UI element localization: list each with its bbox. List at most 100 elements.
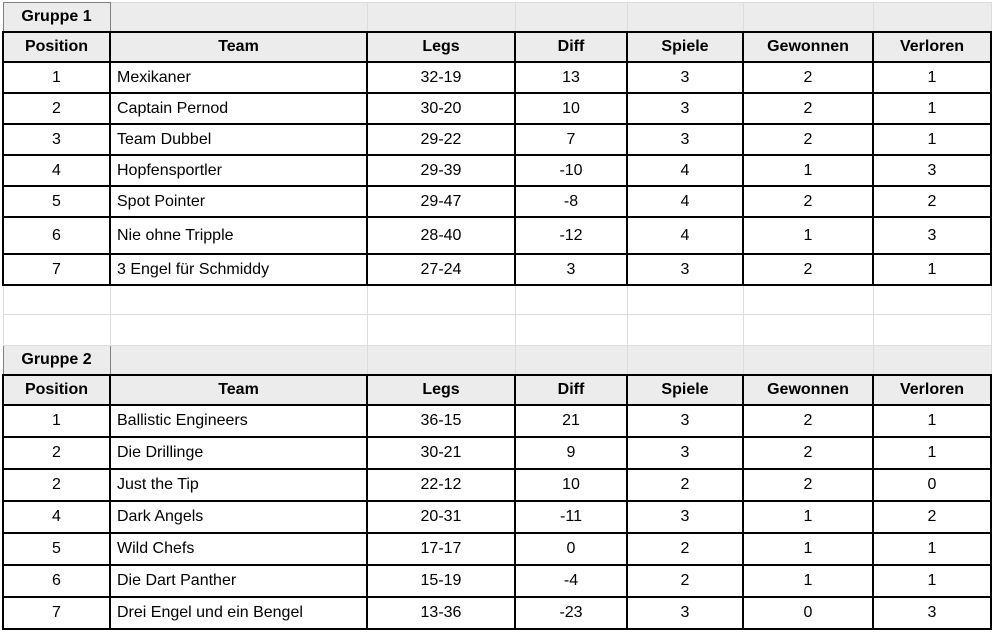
cell-verloren[interactable]: 1 <box>872 404 992 438</box>
cell-team[interactable]: Hopfensportler <box>109 154 368 187</box>
cell-spiele[interactable]: 4 <box>626 216 744 255</box>
cell-diff[interactable]: -23 <box>514 596 628 630</box>
empty-cell[interactable] <box>109 284 368 315</box>
cell-diff[interactable]: 10 <box>514 92 628 125</box>
empty-cell[interactable] <box>872 314 992 346</box>
cell-team[interactable]: Die Dart Panther <box>109 564 368 598</box>
cell-legs[interactable]: 30-21 <box>366 436 516 470</box>
empty-cell[interactable] <box>626 2 744 33</box>
cell-verloren[interactable]: 1 <box>872 92 992 125</box>
column-header-team[interactable]: Team <box>109 374 368 406</box>
cell-spiele[interactable]: 3 <box>626 61 744 94</box>
cell-position[interactable]: 7 <box>2 596 111 630</box>
cell-position[interactable]: 3 <box>2 123 111 156</box>
cell-verloren[interactable]: 3 <box>872 216 992 255</box>
column-header-position[interactable]: Position <box>2 31 111 63</box>
cell-legs[interactable]: 32-19 <box>366 61 516 94</box>
cell-team[interactable]: Team Dubbel <box>109 123 368 156</box>
cell-verloren[interactable]: 1 <box>872 532 992 566</box>
cell-spiele[interactable]: 4 <box>626 154 744 187</box>
cell-position[interactable]: 1 <box>2 61 111 94</box>
column-header-legs[interactable]: Legs <box>366 374 516 406</box>
empty-cell[interactable] <box>514 2 628 33</box>
empty-cell[interactable] <box>2 314 111 346</box>
empty-cell[interactable] <box>366 2 516 33</box>
cell-position[interactable]: 5 <box>2 532 111 566</box>
column-header-diff[interactable]: Diff <box>514 31 628 63</box>
cell-gewonnen[interactable]: 1 <box>742 154 874 187</box>
empty-cell[interactable] <box>2 284 111 315</box>
cell-position[interactable]: 1 <box>2 404 111 438</box>
cell-verloren[interactable]: 1 <box>872 123 992 156</box>
cell-diff[interactable]: -11 <box>514 500 628 534</box>
cell-position[interactable]: 5 <box>2 185 111 218</box>
cell-team[interactable]: Die Drillinge <box>109 436 368 470</box>
cell-team[interactable]: Just the Tip <box>109 468 368 502</box>
cell-diff[interactable]: 7 <box>514 123 628 156</box>
empty-cell[interactable] <box>742 314 874 346</box>
cell-position[interactable]: 2 <box>2 92 111 125</box>
cell-position[interactable]: 6 <box>2 564 111 598</box>
cell-diff[interactable]: 0 <box>514 532 628 566</box>
cell-gewonnen[interactable]: 2 <box>742 404 874 438</box>
cell-verloren[interactable]: 2 <box>872 185 992 218</box>
cell-verloren[interactable]: 1 <box>872 564 992 598</box>
cell-team[interactable]: Mexikaner <box>109 61 368 94</box>
cell-spiele[interactable]: 4 <box>626 185 744 218</box>
cell-team[interactable]: Nie ohne Tripple <box>109 216 368 255</box>
cell-spiele[interactable]: 2 <box>626 532 744 566</box>
cell-legs[interactable]: 29-22 <box>366 123 516 156</box>
empty-cell[interactable] <box>742 345 874 376</box>
cell-spiele[interactable]: 3 <box>626 500 744 534</box>
cell-gewonnen[interactable]: 1 <box>742 532 874 566</box>
cell-team[interactable]: Captain Pernod <box>109 92 368 125</box>
cell-verloren[interactable]: 3 <box>872 596 992 630</box>
column-header-gewonnen[interactable]: Gewonnen <box>742 31 874 63</box>
empty-cell[interactable] <box>109 345 368 376</box>
cell-legs[interactable]: 15-19 <box>366 564 516 598</box>
empty-cell[interactable] <box>626 314 744 346</box>
cell-spiele[interactable]: 2 <box>626 564 744 598</box>
cell-diff[interactable]: -4 <box>514 564 628 598</box>
cell-legs[interactable]: 17-17 <box>366 532 516 566</box>
cell-gewonnen[interactable]: 2 <box>742 253 874 286</box>
cell-gewonnen[interactable]: 1 <box>742 500 874 534</box>
column-header-verloren[interactable]: Verloren <box>872 374 992 406</box>
cell-spiele[interactable]: 3 <box>626 92 744 125</box>
cell-team[interactable]: Ballistic Engineers <box>109 404 368 438</box>
cell-gewonnen[interactable]: 2 <box>742 185 874 218</box>
cell-position[interactable]: 4 <box>2 500 111 534</box>
cell-spiele[interactable]: 2 <box>626 468 744 502</box>
empty-cell[interactable] <box>872 345 992 376</box>
empty-cell[interactable] <box>366 345 516 376</box>
cell-verloren[interactable]: 1 <box>872 253 992 286</box>
cell-gewonnen[interactable]: 2 <box>742 468 874 502</box>
empty-cell[interactable] <box>514 345 628 376</box>
cell-verloren[interactable]: 1 <box>872 436 992 470</box>
empty-cell[interactable] <box>872 284 992 315</box>
cell-gewonnen[interactable]: 2 <box>742 92 874 125</box>
column-header-spiele[interactable]: Spiele <box>626 31 744 63</box>
cell-diff[interactable]: 3 <box>514 253 628 286</box>
empty-cell[interactable] <box>626 345 744 376</box>
cell-spiele[interactable]: 3 <box>626 123 744 156</box>
empty-cell[interactable] <box>366 284 516 315</box>
cell-diff[interactable]: 10 <box>514 468 628 502</box>
column-header-verloren[interactable]: Verloren <box>872 31 992 63</box>
cell-diff[interactable]: -12 <box>514 216 628 255</box>
cell-position[interactable]: 4 <box>2 154 111 187</box>
cell-position[interactable]: 2 <box>2 468 111 502</box>
cell-spiele[interactable]: 3 <box>626 404 744 438</box>
column-header-spiele[interactable]: Spiele <box>626 374 744 406</box>
empty-cell[interactable] <box>872 2 992 33</box>
cell-team[interactable]: Wild Chefs <box>109 532 368 566</box>
cell-gewonnen[interactable]: 0 <box>742 596 874 630</box>
empty-cell[interactable] <box>514 314 628 346</box>
cell-position[interactable]: 2 <box>2 436 111 470</box>
cell-gewonnen[interactable]: 2 <box>742 436 874 470</box>
cell-diff[interactable]: 13 <box>514 61 628 94</box>
group1-title-cell[interactable]: Gruppe 1 <box>2 2 111 33</box>
empty-cell[interactable] <box>626 284 744 315</box>
cell-legs[interactable]: 29-39 <box>366 154 516 187</box>
column-header-position[interactable]: Position <box>2 374 111 406</box>
